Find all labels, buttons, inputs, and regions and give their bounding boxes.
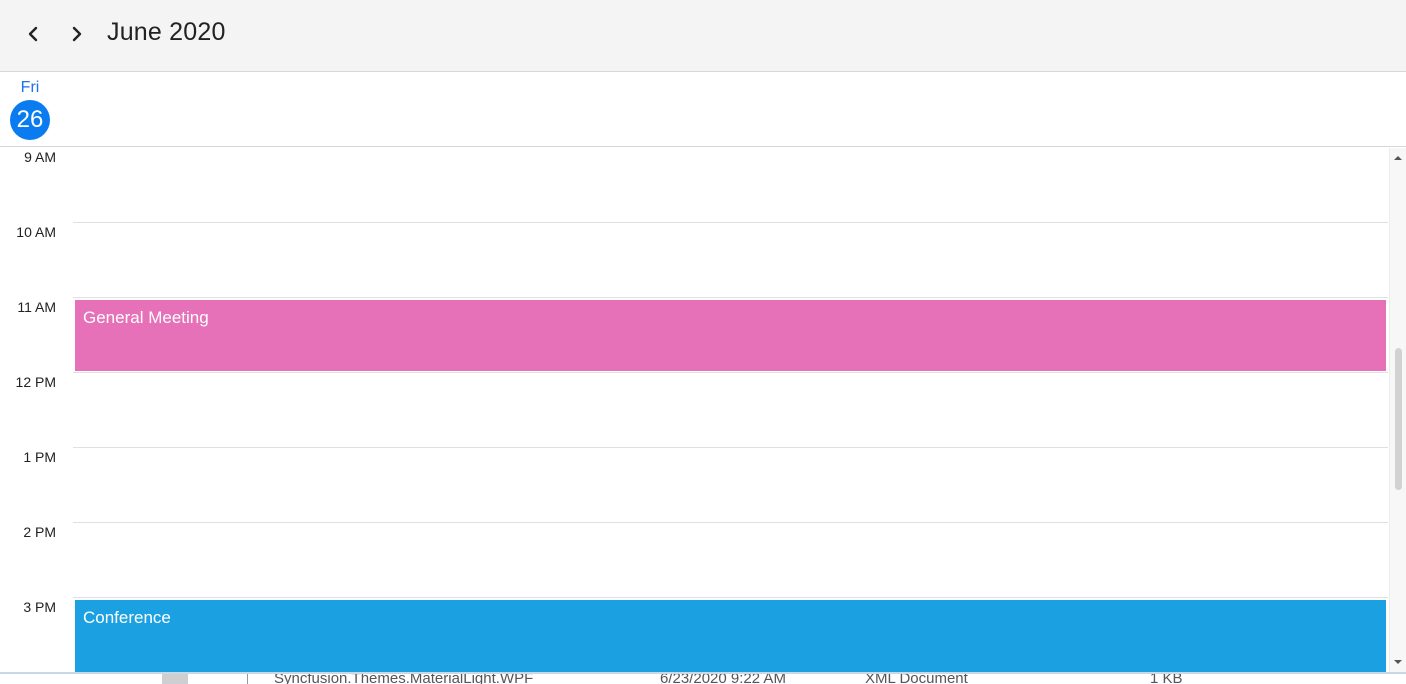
triangle-down-icon xyxy=(1394,660,1402,664)
next-button[interactable] xyxy=(63,20,91,48)
time-grid[interactable]: 9 AM 10 AM 11 AM 12 PM 1 PM 2 PM 3 PM Ge… xyxy=(0,148,1388,672)
hour-line xyxy=(73,522,1388,523)
appointment-subject: Conference xyxy=(83,608,171,627)
time-label: 3 PM xyxy=(23,599,56,615)
time-label: 2 PM xyxy=(23,524,56,540)
background-tab xyxy=(162,674,188,684)
day-name[interactable]: Fri xyxy=(20,79,40,96)
month-title[interactable]: June 2020 xyxy=(107,18,226,46)
appointment-general-meeting[interactable]: General Meeting xyxy=(75,300,1386,371)
background-divider xyxy=(247,674,248,684)
time-label: 12 PM xyxy=(15,374,56,390)
hour-line xyxy=(73,447,1388,448)
time-label: 1 PM xyxy=(23,449,56,465)
time-label: 9 AM xyxy=(24,149,56,165)
scroll-down-button[interactable] xyxy=(1390,654,1406,670)
day-header: Fri 26 xyxy=(0,73,1406,147)
hour-line xyxy=(73,222,1388,223)
day-number-badge[interactable]: 26 xyxy=(10,100,50,140)
hour-line xyxy=(73,597,1388,598)
background-window-row: Syncfusion.Themes.MaterialLight.WPF 6/23… xyxy=(0,672,1406,684)
appointment-conference[interactable]: Conference xyxy=(75,600,1386,672)
previous-button[interactable] xyxy=(19,20,47,48)
vertical-scrollbar[interactable] xyxy=(1389,148,1406,672)
background-file-type: XML Document xyxy=(865,672,968,684)
hour-line xyxy=(73,297,1388,298)
chevron-left-icon xyxy=(28,26,38,42)
scheduler-header: June 2020 xyxy=(0,0,1406,72)
triangle-up-icon xyxy=(1394,156,1402,160)
time-label: 11 AM xyxy=(17,299,56,315)
appointment-subject: General Meeting xyxy=(83,308,209,327)
background-file-modified: 6/23/2020 9:22 AM xyxy=(660,672,786,684)
chevron-right-icon xyxy=(72,26,82,42)
time-label: 10 AM xyxy=(16,224,56,240)
hour-line xyxy=(73,372,1388,373)
background-file-size: 1 KB xyxy=(1150,672,1183,684)
scroll-up-button[interactable] xyxy=(1390,150,1406,166)
scrollbar-thumb[interactable] xyxy=(1395,348,1402,490)
background-file-name: Syncfusion.Themes.MaterialLight.WPF xyxy=(274,672,534,684)
